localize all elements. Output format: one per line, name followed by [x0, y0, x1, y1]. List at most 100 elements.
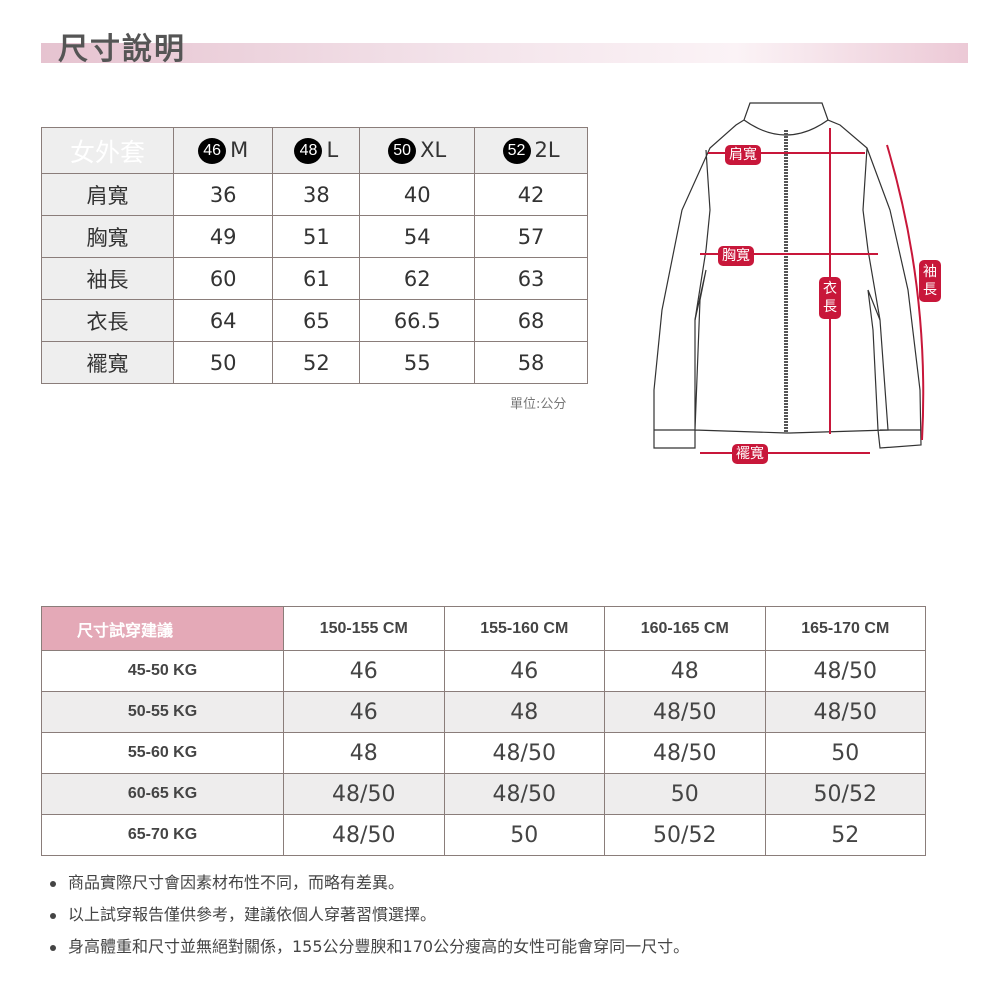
recommended-size: 48/50	[604, 732, 766, 774]
measure-value: 38	[272, 173, 361, 216]
measure-value: 58	[474, 341, 588, 384]
bullet-icon	[50, 944, 56, 951]
measure-value: 61	[272, 257, 361, 300]
bullet-icon	[50, 912, 56, 919]
measure-label: 衣長	[41, 299, 174, 342]
weight-label: 55-60 KG	[41, 732, 284, 774]
measure-value: 65	[272, 299, 361, 342]
recommended-size: 48/50	[443, 773, 605, 815]
fit-row: 50-55 KG 46 48 48/50 48/50	[41, 691, 926, 733]
note-item: 商品實際尺寸會因素材布性不同，而略有差異。	[50, 872, 689, 904]
measure-value: 50	[172, 341, 274, 384]
fit-row: 65-70 KG 48/50 50 50/52 52	[41, 814, 926, 856]
size-col-52: 52 2L	[474, 127, 588, 174]
size-table-header: 女外套	[41, 127, 174, 174]
weight-label: 50-55 KG	[41, 691, 284, 733]
bullet-icon	[50, 880, 56, 887]
recommended-size: 48/50	[764, 691, 926, 733]
weight-label: 65-70 KG	[41, 814, 284, 856]
measure-value: 62	[359, 257, 476, 300]
height-header: 165-170 CM	[764, 606, 926, 651]
measure-value: 57	[474, 215, 588, 258]
measure-value: 42	[474, 173, 588, 216]
hem-label: 襬寬	[732, 444, 768, 464]
size-row: 襬寬 50 52 55 58	[41, 341, 588, 384]
size-number-badge: 50	[388, 137, 417, 164]
measure-value: 60	[172, 257, 274, 300]
height-header: 160-165 CM	[604, 606, 766, 651]
measure-label: 襬寬	[41, 341, 174, 384]
chest-label: 胸寬	[718, 246, 754, 266]
size-label: L	[326, 137, 339, 162]
recommended-size: 46	[283, 650, 445, 692]
weight-label: 60-65 KG	[41, 773, 284, 815]
title-bar	[41, 43, 968, 63]
note-text: 身高體重和尺寸並無絕對關係，155公分豐腴和170公分瘦高的女性可能會穿同一尺寸…	[68, 937, 690, 956]
recommended-size: 48/50	[283, 773, 445, 815]
shoulder-label: 肩寬	[725, 145, 761, 165]
page-title: 尺寸說明	[58, 32, 186, 67]
unit-note: 單位:公分	[510, 397, 567, 412]
recommended-size: 46	[283, 691, 445, 733]
size-row: 衣長 64 65 66.5 68	[41, 299, 588, 342]
fit-row: 45-50 KG 46 46 48 48/50	[41, 650, 926, 692]
recommended-size: 48/50	[283, 814, 445, 856]
notes-list: 商品實際尺寸會因素材布性不同，而略有差異。 以上試穿報告僅供參考，建議依個人穿著…	[50, 872, 689, 968]
fit-table-header: 尺寸試穿建議	[41, 606, 284, 651]
size-col-46: 46 M	[172, 127, 274, 174]
recommended-size: 52	[764, 814, 926, 856]
fit-row: 60-65 KG 48/50 48/50 50 50/52	[41, 773, 926, 815]
measure-value: 51	[272, 215, 361, 258]
fit-header-row: 尺寸試穿建議 150-155 CM 155-160 CM 160-165 CM …	[41, 606, 926, 651]
recommended-size: 48	[283, 732, 445, 774]
size-number-badge: 46	[198, 137, 227, 164]
recommended-size: 50	[764, 732, 926, 774]
jacket-illustration	[653, 102, 925, 454]
measure-value: 49	[172, 215, 274, 258]
weight-label: 45-50 KG	[41, 650, 284, 692]
note-item: 以上試穿報告僅供參考，建議依個人穿著習慣選擇。	[50, 904, 689, 936]
size-header-row: 女外套 46 M 48 L 50 XL 52 2L	[41, 127, 588, 174]
recommended-size: 48	[443, 691, 605, 733]
height-header: 150-155 CM	[283, 606, 445, 651]
recommended-size: 48/50	[443, 732, 605, 774]
recommended-size: 48/50	[764, 650, 926, 692]
size-number-badge: 52	[502, 137, 531, 164]
measure-label: 胸寬	[41, 215, 174, 258]
size-col-50: 50 XL	[359, 127, 476, 174]
size-label: XL	[420, 137, 447, 162]
fit-row: 55-60 KG 48 48/50 48/50 50	[41, 732, 926, 774]
size-table: 女外套 46 M 48 L 50 XL 52 2L 肩寬 36 38 40 42 胸寬 49 51 54…	[41, 127, 588, 384]
size-label: 2L	[534, 137, 560, 162]
measure-value: 55	[359, 341, 476, 384]
note-text: 以上試穿報告僅供參考，建議依個人穿著習慣選擇。	[68, 905, 437, 924]
length-label: 衣長	[819, 277, 841, 319]
size-col-48: 48 L	[272, 127, 361, 174]
measure-value: 54	[359, 215, 476, 258]
measure-value: 36	[172, 173, 274, 216]
measure-label: 肩寬	[41, 173, 174, 216]
recommended-size: 48/50	[604, 691, 766, 733]
recommended-size: 48	[604, 650, 766, 692]
size-row: 肩寬 36 38 40 42	[41, 173, 588, 216]
measure-value: 66.5	[359, 299, 476, 342]
jacket-diagram: 肩寬 胸寬 衣長 袖長 襬寬	[640, 90, 960, 474]
measure-value: 68	[474, 299, 588, 342]
note-item: 身高體重和尺寸並無絕對關係，155公分豐腴和170公分瘦高的女性可能會穿同一尺寸…	[50, 936, 689, 968]
fit-table: 尺寸試穿建議 150-155 CM 155-160 CM 160-165 CM …	[41, 606, 926, 856]
recommended-size: 50/52	[604, 814, 766, 856]
measure-value: 63	[474, 257, 588, 300]
size-label: M	[230, 137, 249, 162]
size-number-badge: 48	[294, 137, 323, 164]
size-row: 胸寬 49 51 54 57	[41, 215, 588, 258]
recommended-size: 50	[604, 773, 766, 815]
measure-value: 52	[272, 341, 361, 384]
measure-value: 64	[172, 299, 274, 342]
recommended-size: 46	[443, 650, 605, 692]
size-row: 袖長 60 61 62 63	[41, 257, 588, 300]
measure-label: 袖長	[41, 257, 174, 300]
measure-value: 40	[359, 173, 476, 216]
recommended-size: 50/52	[764, 773, 926, 815]
note-text: 商品實際尺寸會因素材布性不同，而略有差異。	[68, 873, 405, 892]
height-header: 155-160 CM	[443, 606, 605, 651]
